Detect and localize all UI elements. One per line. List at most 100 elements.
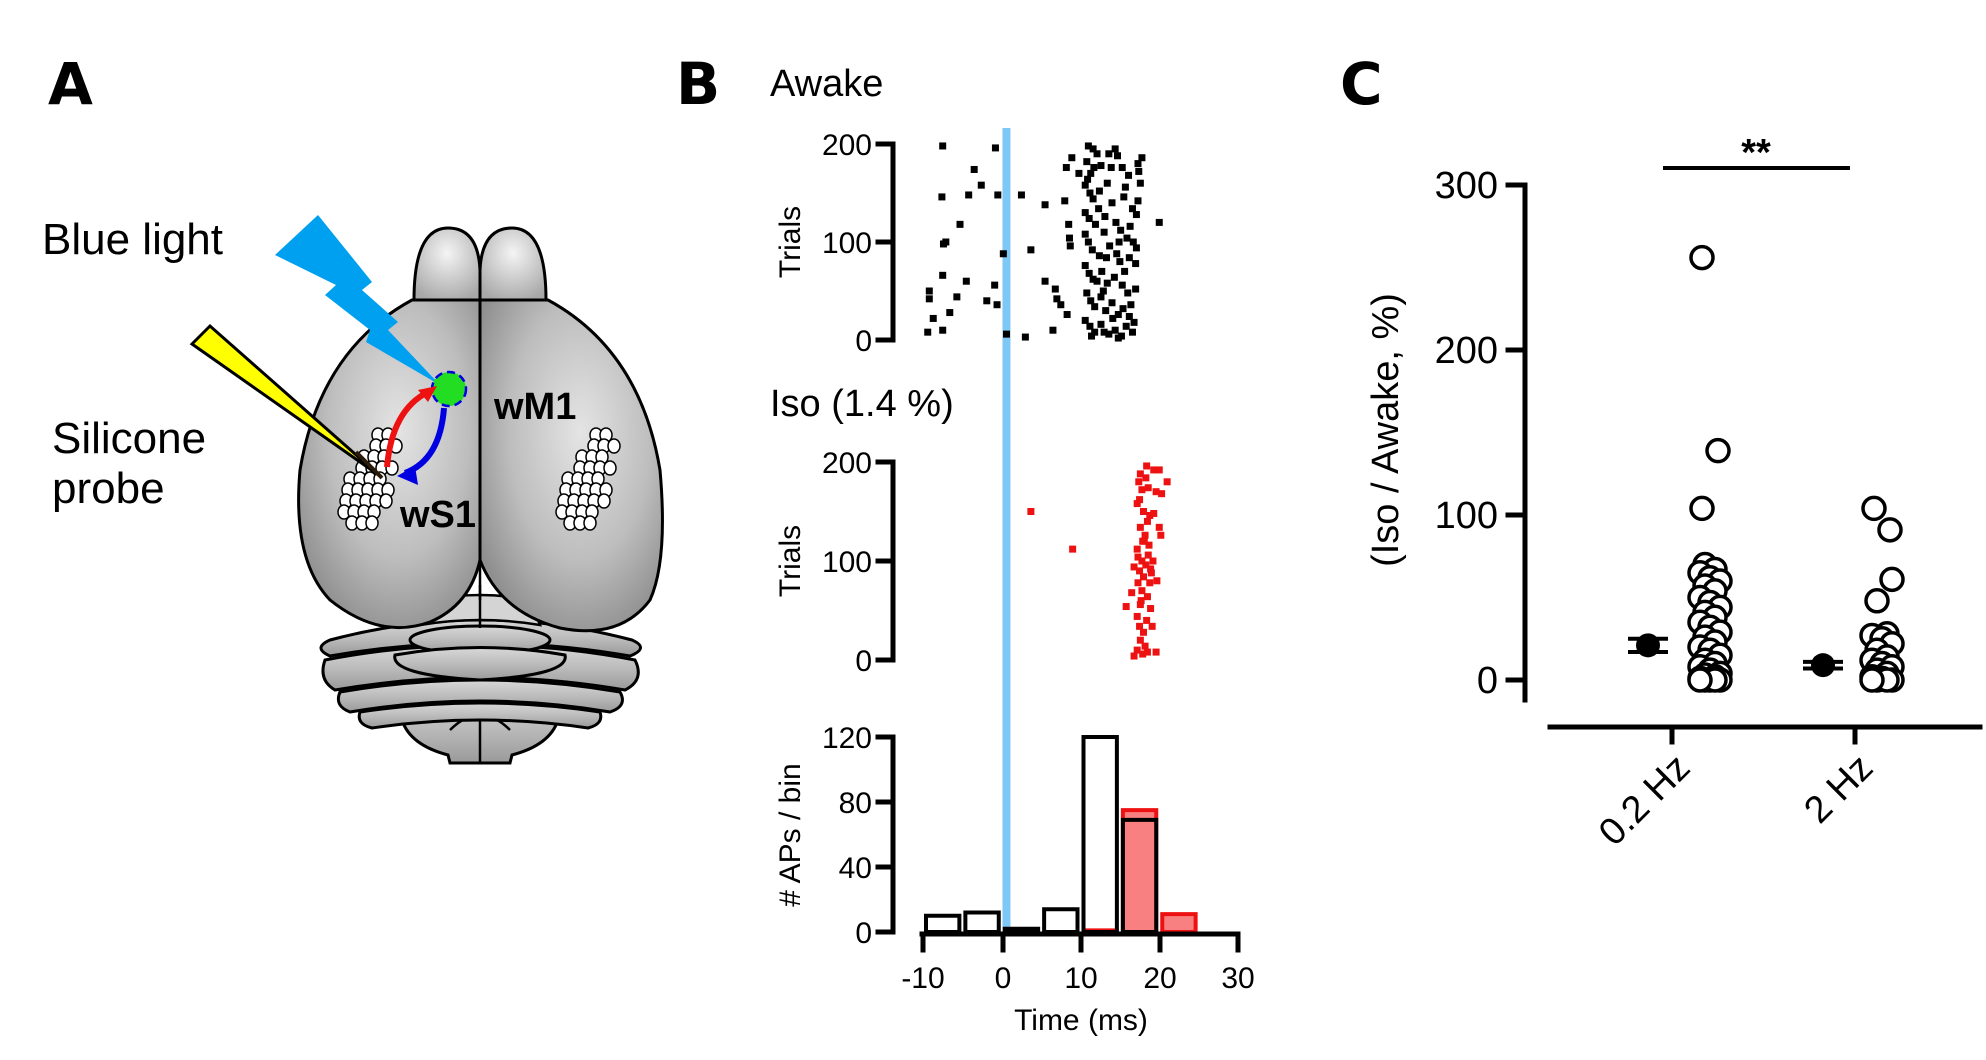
raster-spike [1097,293,1105,301]
c-ylabel: (Iso / Awake, %) [1365,293,1407,567]
raster-spike [1132,260,1140,268]
raster-spike [939,271,947,279]
raster-spike [1103,179,1111,187]
raster-spike [1136,567,1144,575]
raster-spike [1098,267,1106,275]
raster-spike [946,309,954,317]
histogram-bar-awake [963,910,1001,934]
histogram-bar-iso [1160,912,1198,934]
raster-spike [1065,234,1073,242]
raster-spike [1105,330,1113,338]
raster-spike [1114,334,1122,342]
raster-spike [1128,205,1136,213]
raster-spike [1157,531,1165,539]
raster-spike [924,328,932,336]
raster-spike [1138,154,1146,162]
raster-spike [1081,209,1089,217]
raster-spike [1128,328,1136,336]
raster-spike [1120,193,1128,201]
raster-spike [1100,328,1108,336]
raster-spike [1133,646,1141,654]
olfactory-bulb-left [412,226,482,302]
region-label-wm1: wM1 [493,386,576,428]
raster-spike [1091,303,1099,311]
raster-spike [1100,228,1108,236]
data-point-0-2hz [1689,244,1715,271]
raster-spike [1152,488,1160,496]
raster-spike [1102,254,1110,262]
histogram: 120 80 40 0 -10 0 10 20 30 Time (ms) # A… [774,722,1255,1037]
raster-spike [1041,201,1049,209]
raster-spike [1118,281,1126,289]
raster-spike [1132,211,1140,219]
raster-spike [1086,189,1094,197]
raster-spike [970,165,978,173]
raster-spike [1027,246,1035,254]
raster-spike [1125,312,1133,320]
raster-spike [1057,301,1065,309]
data-point-2hz [1861,495,1887,522]
histogram-bar-iso [1120,808,1159,934]
raster-spike [1117,226,1125,234]
raster-spike [1061,197,1069,205]
raster-spike [1119,305,1127,313]
raster-spike [1138,557,1146,565]
raster-spike [1138,587,1146,595]
raster-spike [929,314,937,322]
data-point-2hz [1877,517,1903,543]
significance-stars: ** [1741,132,1771,174]
raster-awake-ylabel: Trials [774,206,807,278]
raster-spike [1140,628,1147,636]
raster-spike [953,293,961,301]
raster-spike [1134,579,1142,587]
raster-spike [1143,517,1151,525]
panel-label-b: B [676,50,720,118]
panel-c-y-axis [1505,182,1528,703]
raster-spike [1107,164,1115,172]
raster-spike [1155,466,1163,474]
raster-spike [1095,252,1103,260]
raster-spike [1135,167,1143,175]
raster-spike [1099,287,1107,295]
raster-spike [1089,275,1097,283]
raster-spike [1155,523,1163,531]
raster-spike [1136,496,1144,504]
raster-spike [1147,565,1155,573]
raster-spike [1140,573,1147,581]
raster-spike [1124,289,1132,297]
histogram-bar-awake [1042,907,1080,934]
raster-spike [1149,557,1157,565]
raster-spike [1075,169,1083,177]
raster-spike [1088,246,1096,254]
raster-spike [1114,311,1122,319]
raster-spike [1113,250,1121,258]
data-point-2hz [1864,588,1890,614]
raster-spike [1090,164,1098,172]
raster-iso-y-axis [875,459,896,663]
raster-spike [1041,277,1049,285]
raster-spike [1128,589,1136,597]
panel-b: B Awake Iso (1.4 %) 200 100 0 Trials 200… [676,50,1255,1037]
mean-marker-0-2hz [1636,633,1660,658]
raster-iso-ytick-100: 100 [822,546,872,579]
raster-spike [939,142,947,150]
barrel [607,438,621,454]
raster-spike [1081,262,1089,270]
iso-title: Iso (1.4 %) [770,383,954,425]
raster-spike [1088,332,1096,340]
hist-ytick-120: 120 [822,722,872,755]
raster-spike [1134,197,1142,205]
light-stimulus-line [1002,128,1011,936]
raster-awake: 200 100 0 Trials [774,129,1163,358]
arrowhead-blue [397,466,418,485]
region-label-ws1: wS1 [399,494,476,536]
c-ytick-100: 100 [1435,495,1498,537]
histogram-bar-awake [924,913,962,934]
raster-spike [1066,242,1074,250]
c-ytick-300: 300 [1435,165,1498,207]
c-xtick-2hz: 2 Hz [1796,747,1881,832]
data-point-2hz [1859,667,1885,693]
raster-spike [1069,545,1077,553]
histogram-bar-awake [1081,735,1119,934]
